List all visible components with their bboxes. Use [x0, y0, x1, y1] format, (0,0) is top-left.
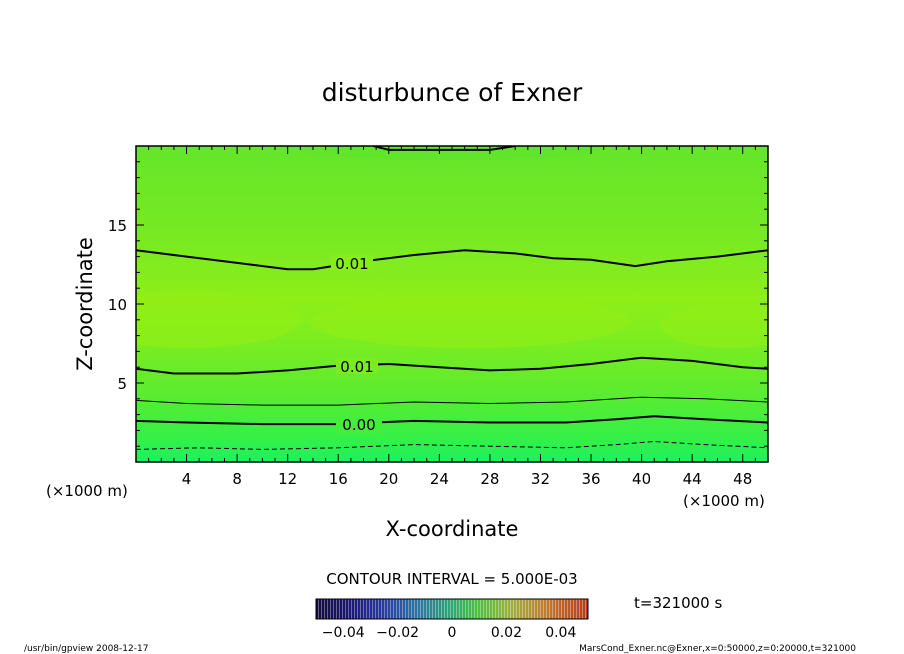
- contour-line-4: [136, 415, 768, 426]
- x-tick-label: 32: [531, 470, 550, 488]
- plot-area: 0.01 0.01 0.00: [135, 145, 769, 463]
- time-label: t=321000 s: [634, 594, 722, 612]
- colorbar-tick-label: 0: [448, 625, 457, 641]
- contour-lines: [136, 146, 768, 450]
- x-tick-label: 40: [632, 470, 651, 488]
- y-axis-label: Z-coordinate: [73, 237, 97, 371]
- x-tick-label: 20: [379, 470, 398, 488]
- contour-line-3: [136, 396, 768, 406]
- colorbar: −0.04 −0.02 0 0.02 0.04: [315, 598, 589, 641]
- x-tick-label: 24: [430, 470, 449, 488]
- colorbar-stripes: [316, 599, 588, 619]
- x-tick-label: 8: [232, 470, 242, 488]
- contour-labels: 0.01 0.01 0.00: [331, 255, 382, 434]
- contour-line-1: [136, 249, 768, 271]
- colorbar-tick-label: −0.04: [322, 625, 365, 641]
- shading-patch-center: [310, 296, 630, 348]
- contour-interval-text: CONTOUR INTERVAL = 5.000E-03: [326, 570, 577, 588]
- colorbar-tick-label: 0.02: [491, 625, 522, 641]
- colorbar-tick-label: 0.04: [545, 625, 576, 641]
- shading-patch-right: [660, 304, 768, 348]
- contour-label-3: 0.00: [336, 416, 382, 434]
- shading-patch-left: [136, 292, 300, 348]
- x-tick-label: 36: [581, 470, 600, 488]
- contour-label-text: 0.01: [335, 255, 368, 273]
- y-tick-labels: 5 10 15: [108, 217, 127, 393]
- contour-label-text: 0.00: [342, 416, 375, 434]
- contour-label-2: 0.01: [336, 358, 378, 376]
- x-tick-label: 44: [683, 470, 702, 488]
- colorbar-frame: [315, 598, 589, 620]
- x-unit-left: (×1000 m): [46, 482, 128, 500]
- footer-right: MarsCond_Exner.nc@Exner,x=0:50000,z=0:20…: [579, 644, 856, 654]
- x-axis-label: X-coordinate: [386, 517, 519, 541]
- x-unit-right: (×1000 m): [683, 492, 765, 510]
- colorbar-tick-label: −0.02: [376, 625, 419, 641]
- chart-title: disturbunce of Exner: [322, 78, 583, 107]
- contour-label-text: 0.01: [340, 358, 373, 376]
- contour-label-1: 0.01: [331, 255, 373, 273]
- axis-ticks: [136, 146, 768, 462]
- y-tick-label: 5: [117, 375, 127, 393]
- x-tick-labels: 4 8 12 16 20 24 28 32 36 40 44 48: [182, 470, 752, 488]
- contour-line-5: [136, 440, 768, 450]
- y-tick-label: 15: [108, 217, 127, 235]
- footer-left: /usr/bin/gpview 2008-12-17: [24, 644, 148, 654]
- colorbar-tick-labels: −0.04 −0.02 0 0.02 0.04: [322, 625, 577, 641]
- shading-patch-top: [300, 146, 600, 160]
- y-tick-label: 10: [108, 296, 127, 314]
- x-tick-label: 28: [480, 470, 499, 488]
- x-tick-label: 4: [182, 470, 192, 488]
- x-tick-label: 16: [329, 470, 348, 488]
- contour-line-2: [136, 356, 768, 375]
- x-tick-label: 48: [733, 470, 752, 488]
- x-tick-label: 12: [278, 470, 297, 488]
